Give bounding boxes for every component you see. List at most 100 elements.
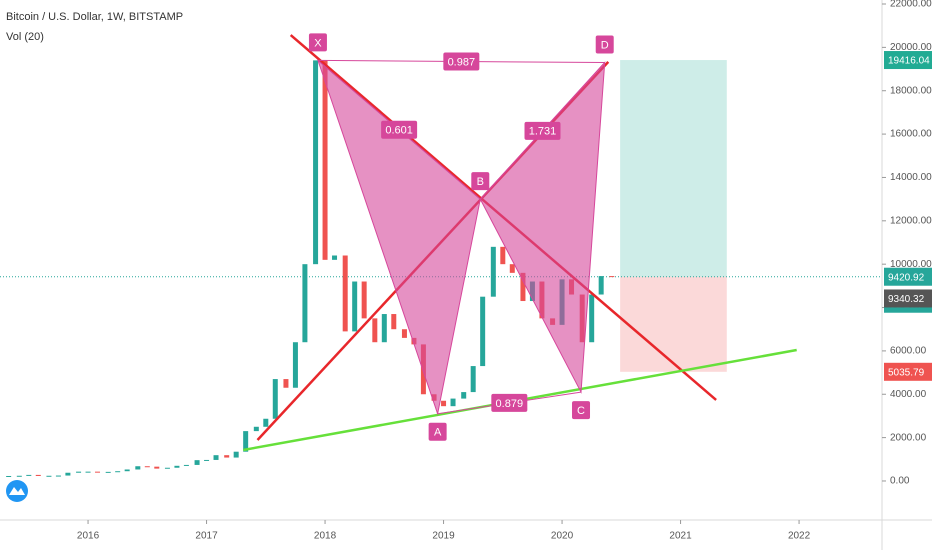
ratio-label-box	[491, 393, 528, 412]
ratio-label: 0.601	[385, 125, 413, 137]
x-tick-label: 2016	[77, 531, 100, 542]
y-tick-label: 4000.00	[890, 389, 927, 400]
y-tick-label: 20000.00	[890, 42, 932, 53]
candle	[490, 246, 496, 297]
ratio-label-box	[381, 120, 418, 139]
candle	[253, 426, 259, 432]
candle	[480, 296, 486, 367]
candle	[213, 455, 219, 460]
candle	[26, 474, 32, 476]
candle	[441, 400, 447, 407]
candle	[401, 329, 407, 338]
point-label-box	[471, 172, 490, 191]
candle	[35, 474, 41, 476]
candle	[470, 366, 476, 393]
point-label: A	[434, 427, 442, 439]
candle	[381, 314, 387, 343]
candle	[65, 472, 71, 476]
candle	[500, 246, 506, 265]
x-tick-label: 2018	[314, 531, 337, 542]
candle	[224, 455, 230, 458]
candle	[283, 379, 289, 388]
candle	[313, 60, 319, 265]
candle	[95, 471, 101, 473]
candle	[589, 294, 595, 343]
candle	[302, 264, 308, 343]
point-label-box	[572, 401, 591, 420]
candle	[76, 471, 82, 473]
y-tick-label: 16000.00	[890, 129, 932, 140]
y-tick-label: 14000.00	[890, 172, 932, 183]
candle	[598, 276, 604, 295]
candle	[450, 398, 456, 407]
candle	[243, 431, 249, 452]
candle	[520, 272, 526, 302]
candle	[115, 471, 121, 473]
chart-title: Bitcoin / U.S. Dollar, 1W, BITSTAMP	[6, 11, 183, 23]
candle	[292, 342, 298, 388]
logo	[6, 480, 28, 502]
ratio-label: 1.731	[529, 126, 557, 138]
point-label-box	[428, 422, 447, 441]
candle	[233, 451, 239, 458]
candle	[272, 379, 278, 419]
price-label: 5035.79	[888, 367, 925, 378]
candle	[322, 60, 328, 260]
candle	[164, 467, 170, 469]
candle	[342, 255, 348, 332]
price-label-box	[884, 362, 932, 381]
candle	[46, 475, 52, 477]
price-label: 19416.04	[888, 56, 930, 67]
y-tick-label: 0.00	[890, 476, 910, 487]
price-label-box	[884, 267, 932, 286]
candle	[135, 466, 141, 470]
candle	[85, 471, 91, 473]
candle	[55, 475, 61, 477]
point-label-box	[595, 35, 614, 54]
candle	[124, 469, 130, 472]
price-label-box	[884, 51, 932, 70]
point-label-box	[308, 33, 327, 52]
candle	[609, 276, 615, 278]
ratio-label-box	[524, 121, 561, 140]
candle	[509, 264, 515, 273]
candle	[391, 314, 397, 330]
x-tick-label: 2017	[195, 531, 218, 542]
price-label-box	[884, 289, 932, 308]
ratio-label-box	[443, 52, 480, 71]
y-tick-label: 10000.00	[890, 259, 932, 270]
point-label: X	[314, 37, 322, 49]
price-label: 9340.32	[888, 294, 925, 305]
x-tick-label: 2022	[788, 531, 811, 542]
candle	[105, 471, 111, 473]
y-tick-label: 22000.00	[890, 0, 932, 10]
y-tick-label: 18000.00	[890, 85, 932, 96]
candle	[174, 465, 180, 468]
ratio-label: 0.879	[496, 398, 524, 410]
candle	[154, 466, 160, 469]
stop-zone	[620, 276, 727, 372]
y-tick-label: 2000.00	[890, 432, 927, 443]
candle	[361, 281, 367, 319]
price-label: 9420.92	[888, 272, 925, 283]
candle	[16, 475, 22, 477]
ratio-label: 0.987	[448, 56, 476, 68]
candle	[144, 466, 150, 468]
x-tick-label: 2021	[669, 531, 692, 542]
point-label: B	[477, 176, 484, 188]
candle	[183, 464, 189, 466]
candle	[263, 418, 269, 427]
candle	[352, 281, 358, 332]
candle	[194, 460, 200, 465]
x-tick-label: 2020	[551, 531, 574, 542]
y-tick-label: 12000.00	[890, 215, 932, 226]
candle	[372, 318, 378, 343]
x-tick-label: 2019	[432, 531, 455, 542]
y-tick-label: 6000.00	[890, 346, 927, 357]
point-label: D	[601, 39, 609, 51]
volume-legend: Vol (20)	[6, 31, 44, 43]
candle	[204, 459, 210, 461]
candle	[332, 255, 338, 260]
